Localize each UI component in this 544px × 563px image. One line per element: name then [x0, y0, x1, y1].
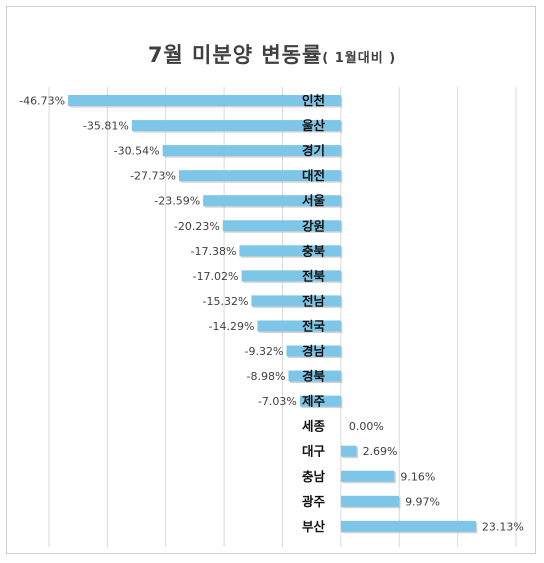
category-label: 울산	[302, 118, 326, 133]
value-label: 23.13%	[482, 520, 524, 533]
category-label: 충남	[302, 469, 326, 484]
bar	[286, 345, 341, 357]
bar	[179, 170, 341, 182]
category-label: 서울	[302, 193, 326, 208]
value-label: 9.16%	[400, 470, 435, 483]
bar-chart: 인천 -46.73% 울산 -35.81% 경기 -30.54% 대전 -27.73% 서울 -2…	[19, 87, 524, 547]
bar	[340, 520, 476, 532]
grid-layer	[48, 87, 517, 547]
category-label: 경북	[302, 369, 326, 384]
value-label: -20.23%	[174, 220, 220, 233]
value-label: -30.54%	[114, 145, 160, 158]
value-label: 2.69%	[363, 445, 398, 458]
label-layer: 인천 -46.73% 울산 -35.81% 경기 -30.54% 대전 -27.73% 서울 -2…	[19, 93, 524, 534]
bar	[340, 495, 400, 507]
category-label: 부산	[302, 519, 326, 534]
category-label: 광주	[302, 494, 326, 509]
bar	[340, 470, 395, 482]
chart-subtitle: ( 1월대비 )	[322, 51, 397, 66]
category-label: 제주	[302, 394, 326, 409]
bar	[299, 395, 341, 407]
bar	[239, 245, 341, 257]
value-label: -17.38%	[190, 245, 236, 258]
category-label: 경기	[302, 143, 325, 158]
category-label: 전북	[302, 268, 326, 283]
bar	[288, 370, 341, 382]
value-label: 9.97%	[405, 495, 440, 508]
bar	[241, 270, 341, 282]
value-label: -15.32%	[203, 295, 249, 308]
value-label: -17.02%	[193, 270, 239, 283]
bar	[251, 295, 341, 307]
chart-title: 7월 미분양 변동률	[147, 43, 323, 67]
value-label: -46.73%	[19, 95, 65, 108]
category-label: 세종	[302, 419, 326, 434]
category-label: 전남	[302, 293, 326, 308]
bar-layer	[68, 95, 478, 534]
chart-title-wrap: 7월 미분양 변동률( 1월대비 )	[7, 39, 537, 69]
value-label: -7.03%	[258, 395, 297, 408]
chart-frame: 7월 미분양 변동률( 1월대비 ) 인천 -46.73% 울산 -35.81% 경기 -…	[6, 6, 536, 554]
category-label: 전국	[302, 318, 326, 333]
value-label: 0.00%	[349, 420, 384, 433]
category-label: 충북	[302, 243, 326, 258]
category-label: 대구	[302, 444, 326, 459]
category-label: 경남	[302, 344, 326, 359]
bar	[68, 95, 341, 106]
value-label: -8.98%	[247, 370, 286, 383]
value-label: -14.29%	[209, 320, 255, 333]
bar	[162, 145, 341, 157]
category-label: 강원	[302, 218, 325, 233]
bar	[257, 320, 341, 332]
category-label: 대전	[302, 168, 325, 183]
bar	[222, 220, 341, 232]
bar	[340, 445, 357, 457]
value-label: -35.81%	[83, 120, 129, 133]
bar	[203, 195, 341, 207]
value-label: -23.59%	[154, 195, 200, 208]
value-label: -27.73%	[130, 170, 176, 183]
category-label: 인천	[302, 93, 325, 108]
bar	[131, 120, 341, 132]
value-label: -9.32%	[245, 345, 284, 358]
